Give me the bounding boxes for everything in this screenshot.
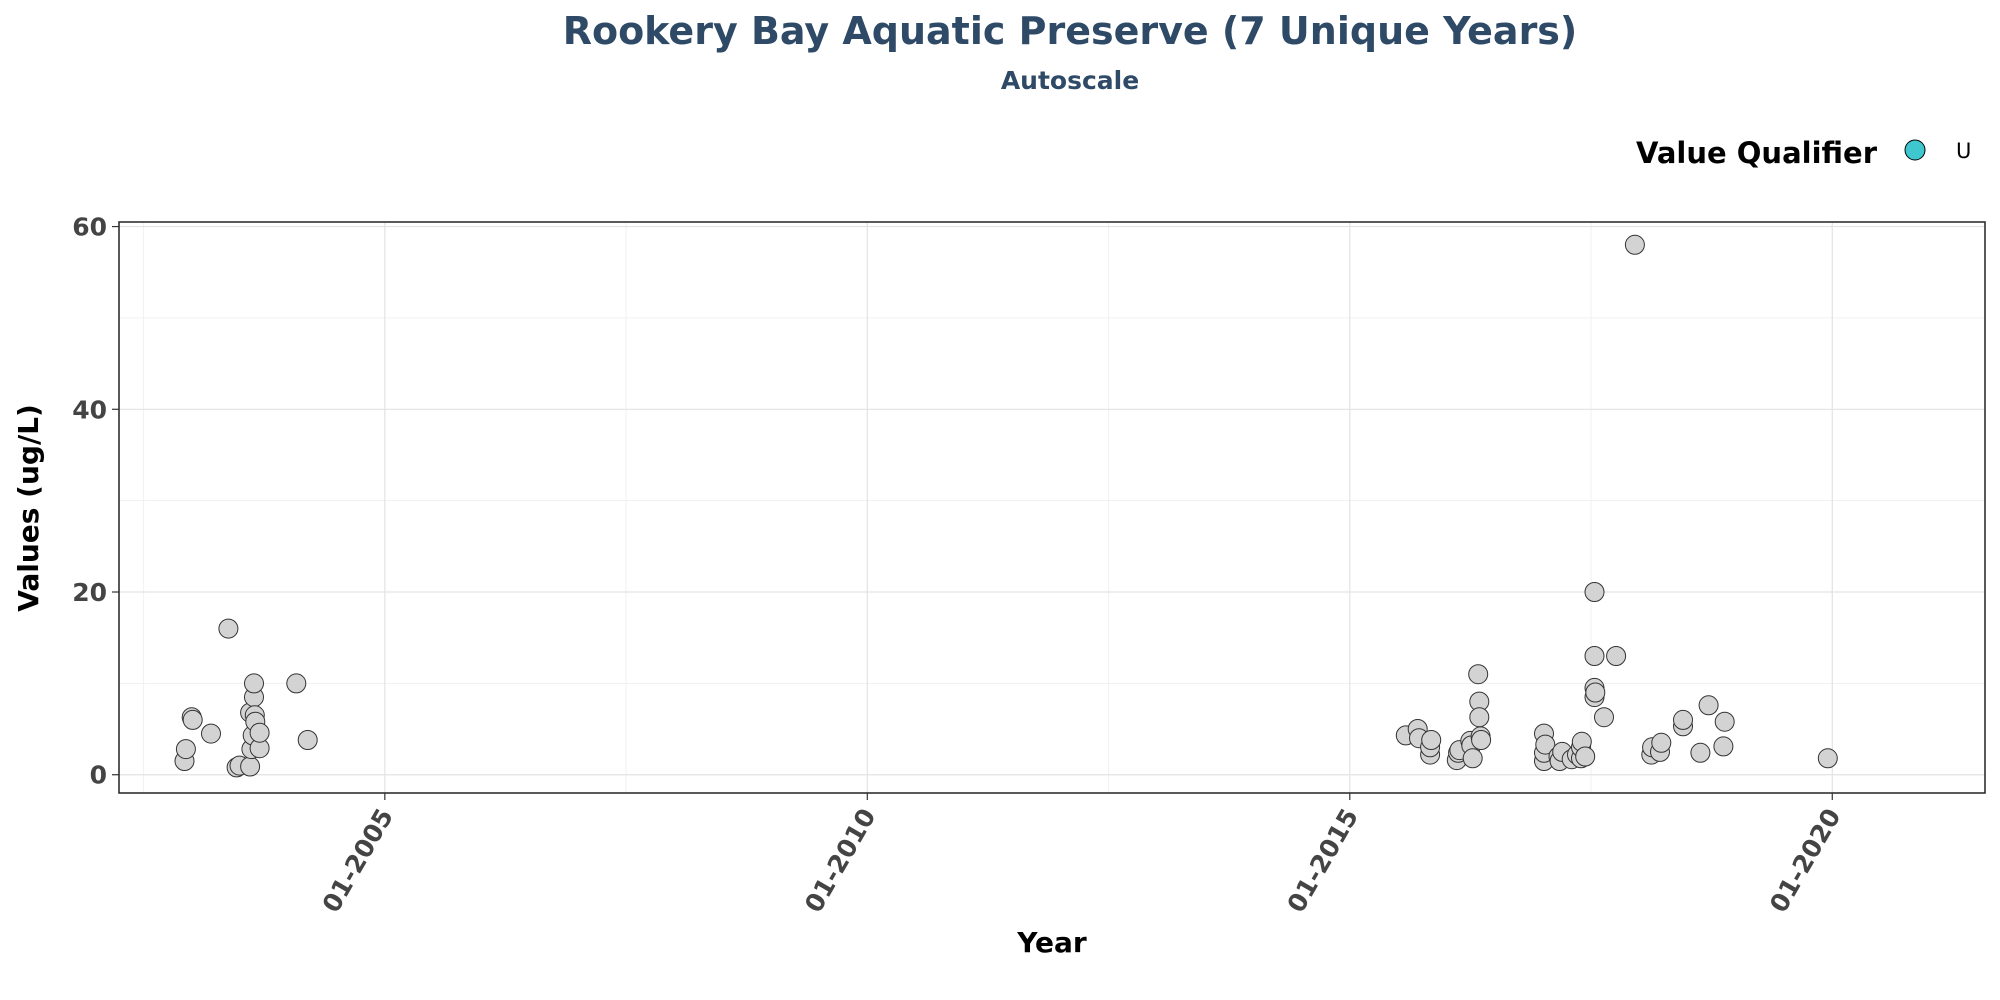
data-point (240, 756, 261, 777)
data-point (1469, 707, 1490, 728)
data-point (1471, 730, 1492, 750)
legend-swatch-u (1904, 139, 1926, 161)
data-point (1468, 664, 1489, 685)
y-axis: 0 20 40 60 (72, 213, 119, 790)
grid-major (119, 222, 1985, 793)
data-point (218, 618, 239, 639)
chart-title: Rookery Bay Aquatic Preserve (7 Unique Y… (563, 9, 1578, 53)
data-point (201, 723, 221, 744)
data-point (1462, 748, 1483, 769)
x-tick-label: 01-2010 (799, 804, 881, 918)
data-point (1624, 234, 1645, 255)
plot-area (118, 221, 1986, 794)
data-point (175, 739, 196, 760)
y-axis-title: Values (ug/L) (12, 404, 45, 612)
data-point (1714, 711, 1735, 732)
data-point (1421, 730, 1442, 750)
y-tick-label: 40 (72, 395, 107, 424)
y-tick-label: 0 (90, 761, 107, 790)
data-point (249, 722, 270, 743)
data-point (1651, 732, 1672, 753)
data-point (244, 673, 264, 694)
y-tick-label: 60 (72, 213, 107, 242)
data-point (1673, 709, 1693, 730)
data-point (1594, 707, 1614, 728)
x-axis-title: Year (1016, 926, 1087, 959)
plot-background (119, 222, 1985, 793)
data-point (1713, 736, 1734, 757)
data-point (1606, 646, 1627, 666)
legend-title: Value Qualifier (1636, 136, 1878, 170)
data-point (1698, 695, 1719, 716)
data-point (1584, 582, 1605, 602)
data-point (1584, 646, 1605, 666)
data-point (182, 709, 203, 730)
y-tick-label: 20 (72, 578, 107, 607)
x-axis: 01-2005 01-2010 01-2015 01-2020 (317, 793, 1846, 918)
x-tick-label: 01-2020 (1764, 804, 1846, 918)
data-point (1817, 748, 1838, 769)
data-point (1575, 746, 1596, 767)
data-points (174, 234, 1838, 778)
data-point (297, 730, 318, 750)
chart-subtitle: Autoscale (1001, 66, 1139, 95)
legend: Value Qualifier U (1636, 136, 1971, 170)
plot-border (118, 221, 1986, 794)
legend-label-u: U (1956, 139, 1971, 163)
data-point (286, 673, 307, 694)
data-point (1535, 734, 1556, 755)
x-tick-label: 01-2015 (1281, 804, 1363, 918)
x-tick-label: 01-2005 (317, 804, 399, 918)
data-point (1585, 682, 1606, 703)
data-point (1690, 742, 1711, 763)
